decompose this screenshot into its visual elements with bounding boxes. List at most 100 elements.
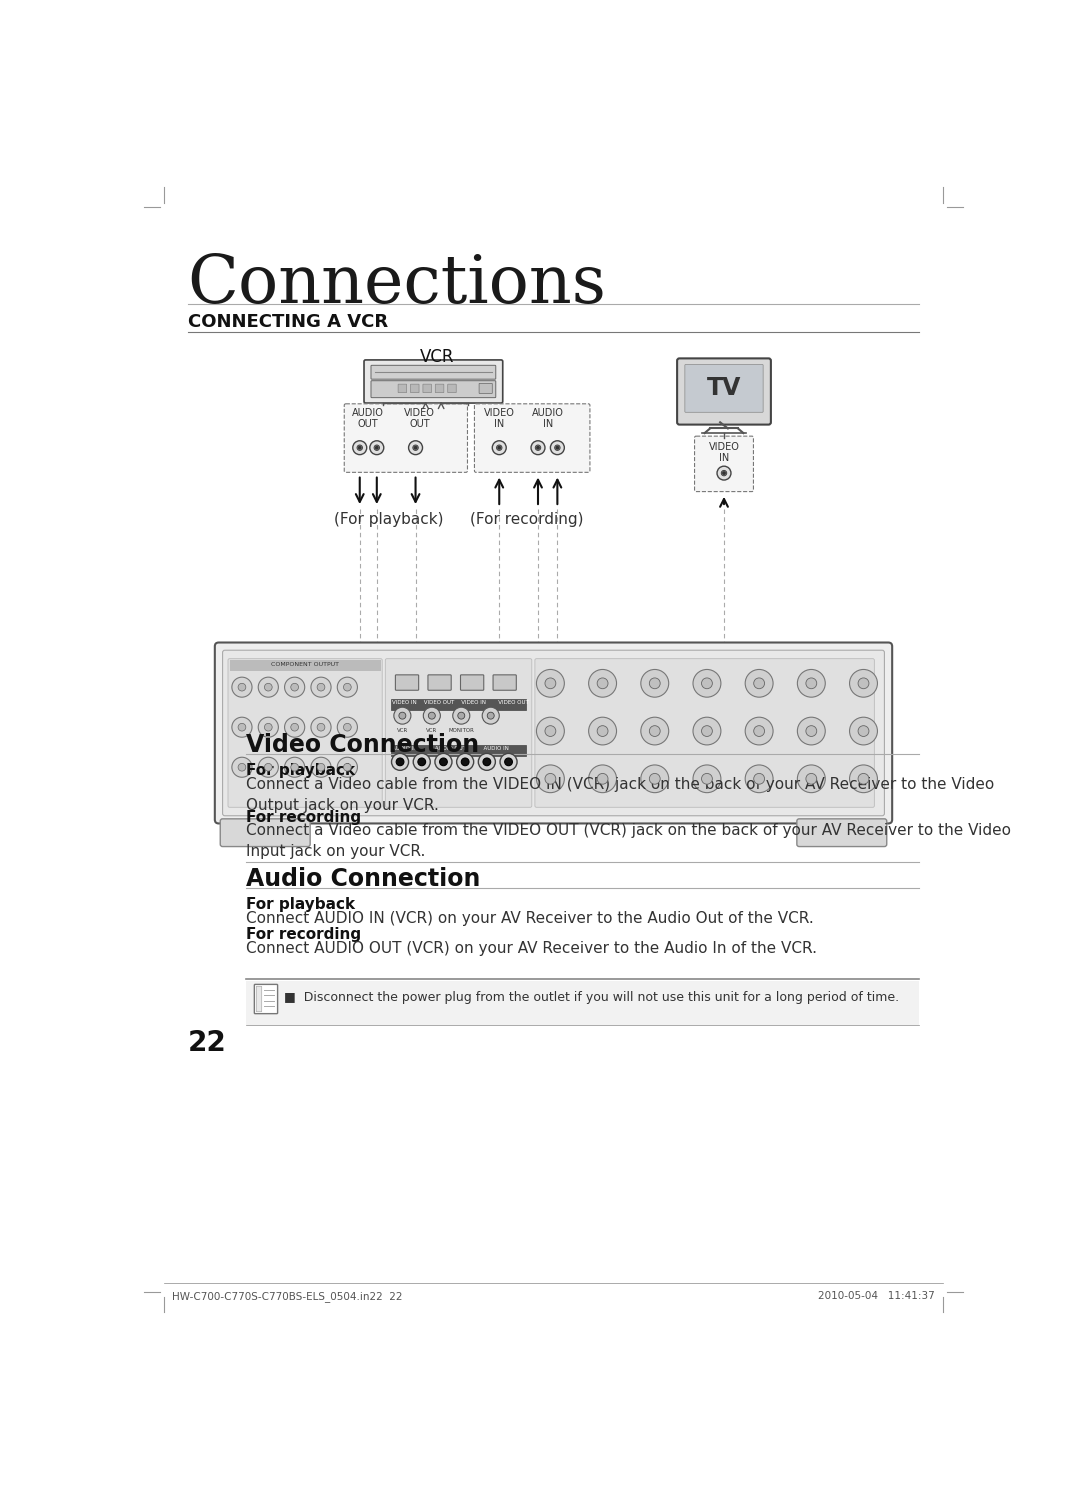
Text: VCR: VCR [396,728,408,734]
FancyBboxPatch shape [256,986,261,1011]
Circle shape [343,723,351,731]
Circle shape [232,717,252,737]
Circle shape [850,670,877,696]
Circle shape [353,441,367,454]
Text: 22: 22 [188,1029,227,1057]
Circle shape [291,683,298,691]
Circle shape [440,757,447,766]
Bar [246,980,919,1025]
Circle shape [414,753,430,771]
Circle shape [258,757,279,777]
Circle shape [597,774,608,784]
Circle shape [265,763,272,771]
Circle shape [318,723,325,731]
Circle shape [311,717,332,737]
Circle shape [318,683,325,691]
Circle shape [806,774,816,784]
Text: VIDEO
IN: VIDEO IN [484,408,515,429]
Circle shape [797,670,825,696]
Circle shape [754,726,765,737]
Circle shape [723,472,725,474]
FancyBboxPatch shape [435,385,444,392]
Circle shape [265,683,272,691]
Circle shape [589,765,617,793]
Circle shape [589,717,617,745]
Circle shape [640,717,669,745]
Circle shape [589,670,617,696]
Circle shape [423,707,441,725]
Circle shape [291,763,298,771]
Text: (For playback): (For playback) [334,512,443,527]
Circle shape [859,679,869,689]
Text: CONNECTING A VCR: CONNECTING A VCR [188,313,388,331]
Circle shape [258,717,279,737]
Circle shape [859,774,869,784]
Circle shape [487,713,495,719]
Circle shape [745,765,773,793]
Circle shape [461,757,469,766]
Circle shape [418,757,426,766]
FancyBboxPatch shape [230,661,380,671]
Text: Connections: Connections [188,251,607,316]
Circle shape [649,774,660,784]
Circle shape [482,707,499,725]
Circle shape [806,679,816,689]
Circle shape [392,753,408,771]
Circle shape [415,447,417,448]
FancyBboxPatch shape [391,745,526,756]
FancyBboxPatch shape [228,659,382,808]
Circle shape [702,679,713,689]
Text: VCR: VCR [427,728,437,734]
Text: For recording: For recording [246,809,361,824]
Text: HW-C700-C770S-C770BS-ELS_0504.in22  22: HW-C700-C770S-C770BS-ELS_0504.in22 22 [172,1290,403,1302]
Text: Connect AUDIO IN (VCR) on your AV Receiver to the Audio Out of the VCR.: Connect AUDIO IN (VCR) on your AV Receiv… [246,912,813,927]
Circle shape [265,723,272,731]
Circle shape [850,765,877,793]
Text: 2010-05-04   11:41:37: 2010-05-04 11:41:37 [818,1290,935,1301]
Circle shape [311,677,332,696]
Circle shape [337,717,357,737]
FancyBboxPatch shape [410,385,419,392]
Circle shape [357,446,363,450]
Circle shape [640,765,669,793]
FancyBboxPatch shape [215,643,892,824]
Circle shape [500,753,517,771]
FancyBboxPatch shape [255,985,278,1014]
FancyBboxPatch shape [474,404,590,472]
Text: VIDEO
OUT: VIDEO OUT [404,408,435,429]
Circle shape [693,717,721,745]
Circle shape [497,446,502,450]
FancyBboxPatch shape [345,404,468,472]
Text: VIDEO IN    VIDEO OUT    VIDEO IN       VIDEO OUT: VIDEO IN VIDEO OUT VIDEO IN VIDEO OUT [392,701,529,705]
Circle shape [537,717,565,745]
Circle shape [536,446,541,450]
Circle shape [359,447,361,448]
Circle shape [311,757,332,777]
Circle shape [318,763,325,771]
Circle shape [717,466,731,480]
Circle shape [597,726,608,737]
FancyBboxPatch shape [535,659,875,808]
Circle shape [478,753,496,771]
Circle shape [429,713,435,719]
Circle shape [498,447,500,448]
FancyBboxPatch shape [685,364,764,413]
Circle shape [754,774,765,784]
Circle shape [238,723,246,731]
FancyBboxPatch shape [423,385,431,392]
FancyBboxPatch shape [372,365,496,379]
Circle shape [797,765,825,793]
Circle shape [555,446,561,450]
Circle shape [721,471,727,475]
Text: Connect a Video cable from the VIDEO IN (VCR) jack on the back of your AV Receiv: Connect a Video cable from the VIDEO IN … [246,777,994,814]
Circle shape [850,717,877,745]
FancyBboxPatch shape [372,380,496,398]
FancyBboxPatch shape [220,818,310,846]
Text: AUDIO
IN: AUDIO IN [532,408,564,429]
Circle shape [693,670,721,696]
FancyBboxPatch shape [694,437,754,492]
Circle shape [232,757,252,777]
Circle shape [531,441,545,454]
Text: Connect AUDIO OUT (VCR) on your AV Receiver to the Audio In of the VCR.: Connect AUDIO OUT (VCR) on your AV Recei… [246,940,816,955]
Circle shape [374,446,379,450]
